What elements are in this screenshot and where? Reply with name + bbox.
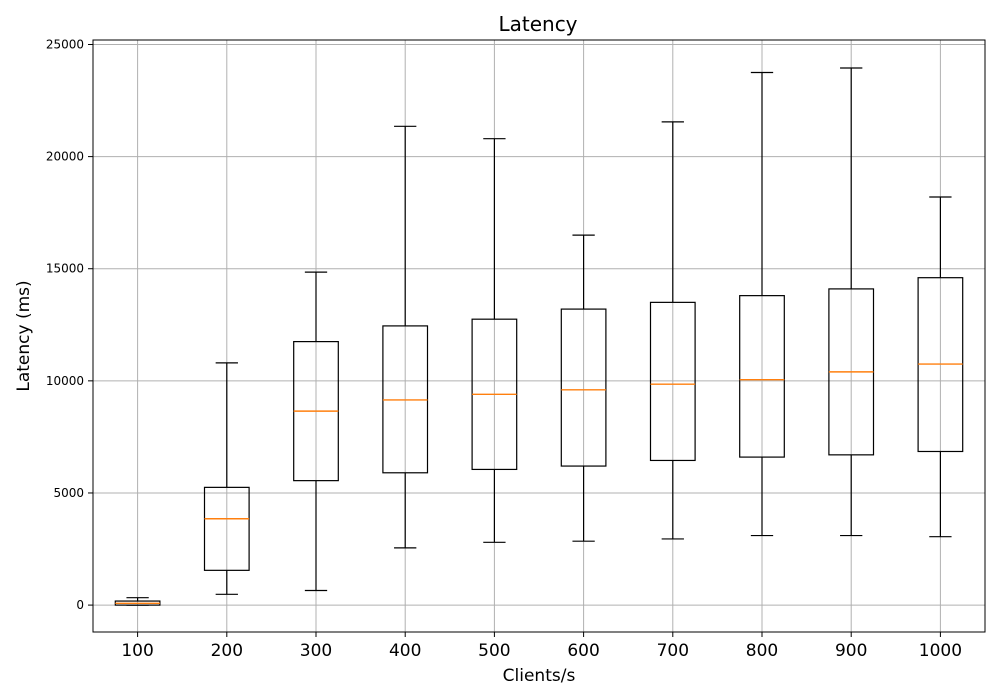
box-900 [828, 67, 875, 537]
y-tick-label: 15000 [46, 262, 84, 276]
box-600 [560, 234, 607, 542]
y-axis-ticks: 0 5000 10000 15000 20000 25000 [46, 37, 93, 612]
x-tick-label: 800 [746, 641, 778, 661]
iqr-box [203, 486, 250, 571]
x-tick-label: 600 [567, 641, 599, 661]
x-axis-ticks: 100 200 300 400 500 600 700 800 900 1000 [121, 632, 962, 661]
box-200 [203, 362, 250, 595]
box-100 [114, 597, 161, 606]
plot-frame [92, 39, 986, 633]
y-tick-label: 25000 [46, 37, 84, 51]
iqr-box [649, 301, 696, 462]
x-tick-label: 900 [835, 641, 867, 661]
box-800 [739, 71, 785, 537]
chart-title: Latency [498, 12, 577, 36]
x-tick-label: 1000 [919, 641, 962, 661]
box-700 [649, 121, 696, 540]
y-tick-label: 20000 [46, 150, 84, 164]
x-tick-label: 200 [211, 641, 243, 661]
y-tick-label: 10000 [46, 374, 84, 388]
x-axis-label: Clients/s [503, 666, 576, 686]
iqr-box [739, 295, 785, 458]
box-300 [293, 271, 339, 592]
box-1000 [917, 196, 964, 538]
y-tick-label: 0 [76, 598, 84, 612]
x-tick-label: 700 [657, 641, 689, 661]
iqr-box [560, 308, 607, 467]
x-tick-label: 400 [389, 641, 421, 661]
x-tick-label: 500 [478, 641, 510, 661]
box-500 [471, 138, 518, 543]
x-tick-label: 300 [300, 641, 332, 661]
y-axis-label: Latency (ms) [14, 280, 34, 391]
x-tick-label: 100 [121, 641, 153, 661]
boxes-layer [114, 67, 964, 606]
y-tick-label: 5000 [53, 486, 84, 500]
box-400 [382, 125, 429, 549]
